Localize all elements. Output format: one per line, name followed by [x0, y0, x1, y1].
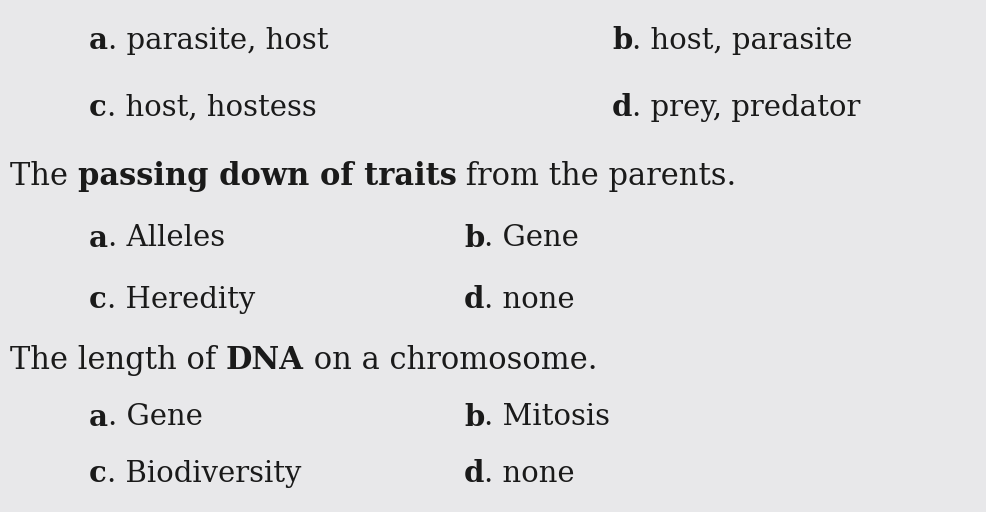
- Text: c: c: [89, 93, 106, 122]
- Text: The: The: [10, 161, 78, 192]
- Text: . host, hostess: . host, hostess: [106, 94, 316, 121]
- Text: . host, parasite: . host, parasite: [632, 27, 852, 55]
- Text: d: d: [611, 93, 632, 122]
- Text: passing down of traits: passing down of traits: [78, 161, 457, 192]
- Text: . Gene: . Gene: [484, 224, 579, 252]
- Text: b: b: [611, 27, 632, 55]
- Text: . prey, predator: . prey, predator: [632, 94, 860, 121]
- Text: . none: . none: [484, 460, 574, 487]
- Text: on a chromosome.: on a chromosome.: [304, 346, 597, 376]
- Text: d: d: [463, 285, 484, 314]
- Text: . Mitosis: . Mitosis: [484, 403, 609, 431]
- Text: . Biodiversity: . Biodiversity: [106, 460, 301, 487]
- Text: . Heredity: . Heredity: [106, 286, 254, 313]
- Text: d: d: [463, 459, 484, 488]
- Text: c: c: [89, 459, 106, 488]
- Text: . Alleles: . Alleles: [107, 224, 225, 252]
- Text: b: b: [463, 403, 484, 432]
- Text: c: c: [89, 285, 106, 314]
- Text: a: a: [89, 27, 107, 55]
- Text: . Gene: . Gene: [107, 403, 202, 431]
- Text: . none: . none: [484, 286, 574, 313]
- Text: b: b: [463, 224, 484, 252]
- Text: a: a: [89, 403, 107, 432]
- Text: DNA: DNA: [226, 346, 304, 376]
- Text: The length of: The length of: [10, 346, 226, 376]
- Text: from the parents.: from the parents.: [457, 161, 736, 192]
- Text: . parasite, host: . parasite, host: [107, 27, 328, 55]
- Text: a: a: [89, 224, 107, 252]
